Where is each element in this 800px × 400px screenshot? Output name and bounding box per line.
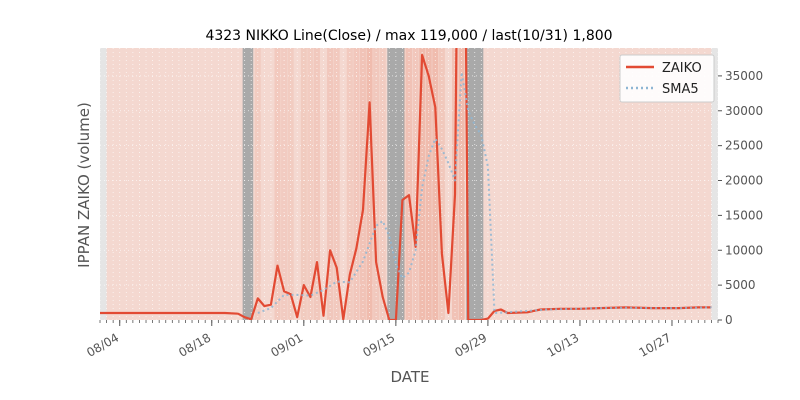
x-tick-label: 10/13 [544, 330, 581, 359]
y-tick-label: 35000 [725, 69, 763, 83]
x-tick-label: 10/27 [637, 330, 674, 359]
trading-halt-band [242, 48, 254, 320]
y-tick-label: 5000 [725, 278, 756, 292]
series-lines [100, 48, 712, 320]
y-axis-label: IPPAN ZAIKO (volume) [75, 102, 93, 268]
legend-label-sma5: SMA5 [662, 82, 699, 97]
x-tick-label: 08/04 [84, 330, 121, 359]
x-tick-label: 09/15 [360, 330, 397, 359]
x-tick-label: 09/01 [268, 330, 305, 359]
y-tick-label: 15000 [725, 208, 763, 222]
x-axis-label: DATE [390, 368, 429, 386]
y-tick-label: 30000 [725, 104, 763, 118]
series-line-zaiko [100, 48, 712, 320]
y-tick-label: 20000 [725, 174, 763, 188]
x-tick-label: 08/18 [176, 330, 213, 359]
y-axis: 0 5000 10000 15000 20000 25000 30000 35000 [718, 69, 763, 327]
grid [99, 48, 719, 321]
x-axis: 08/04 08/18 09/01 09/15 09/29 10/13 10/27 [84, 320, 719, 360]
y-tick-label: 10000 [725, 243, 763, 257]
y-tick-label: 0 [725, 313, 733, 327]
legend-label-zaiko: ZAIKO [662, 61, 702, 76]
legend: ZAIKO SMA5 [619, 54, 715, 103]
chart-title: 4323 NIKKO Line(Close) / max 119,000 / l… [205, 28, 612, 44]
x-tick-label: 09/29 [452, 330, 489, 359]
y-tick-label: 25000 [725, 139, 763, 153]
